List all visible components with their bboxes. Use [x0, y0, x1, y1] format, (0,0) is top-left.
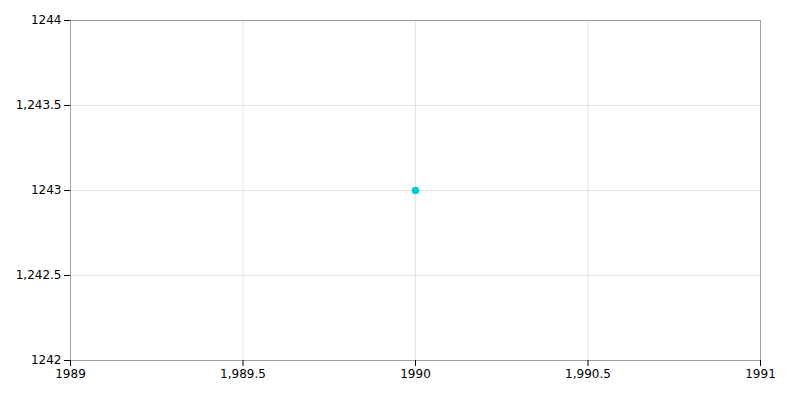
- svg-text:1244: 1244: [31, 13, 62, 27]
- svg-text:1989: 1989: [55, 367, 86, 381]
- svg-text:1243: 1243: [31, 183, 62, 197]
- svg-text:1,243.5: 1,243.5: [16, 98, 62, 112]
- svg-text:1,990.5: 1,990.5: [565, 367, 611, 381]
- svg-text:1990: 1990: [400, 367, 431, 381]
- svg-text:1,989.5: 1,989.5: [220, 367, 266, 381]
- svg-text:1991: 1991: [745, 367, 776, 381]
- svg-text:1,242.5: 1,242.5: [16, 268, 62, 282]
- svg-text:1242: 1242: [31, 353, 62, 367]
